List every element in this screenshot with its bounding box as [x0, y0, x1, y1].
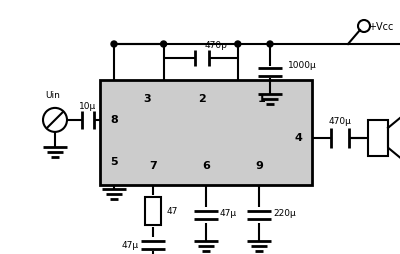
Text: 3: 3	[143, 94, 150, 104]
Text: 10µ: 10µ	[79, 102, 97, 112]
Text: 7: 7	[149, 161, 157, 171]
Text: Uin: Uin	[46, 91, 60, 100]
Text: 470µ: 470µ	[328, 117, 352, 126]
Text: 47µ: 47µ	[122, 241, 139, 249]
Text: +Vcc: +Vcc	[368, 22, 393, 32]
Text: 8: 8	[110, 115, 118, 125]
Text: 9: 9	[255, 161, 263, 171]
Circle shape	[267, 41, 273, 47]
Text: 1: 1	[257, 94, 265, 104]
Circle shape	[160, 41, 166, 47]
Text: 47µ: 47µ	[220, 209, 237, 217]
Circle shape	[111, 41, 117, 47]
Text: 47: 47	[167, 207, 178, 215]
Bar	[368, 120, 388, 156]
Text: 5: 5	[110, 157, 118, 167]
Circle shape	[235, 41, 241, 47]
Bar	[100, 80, 312, 185]
Bar	[145, 197, 161, 225]
Text: 1000µ: 1000µ	[288, 61, 317, 71]
Text: 220µ: 220µ	[273, 209, 296, 217]
Text: 6: 6	[202, 161, 210, 171]
Text: 470p: 470p	[205, 41, 228, 51]
Text: 4: 4	[294, 133, 302, 143]
Text: 2: 2	[198, 94, 206, 104]
